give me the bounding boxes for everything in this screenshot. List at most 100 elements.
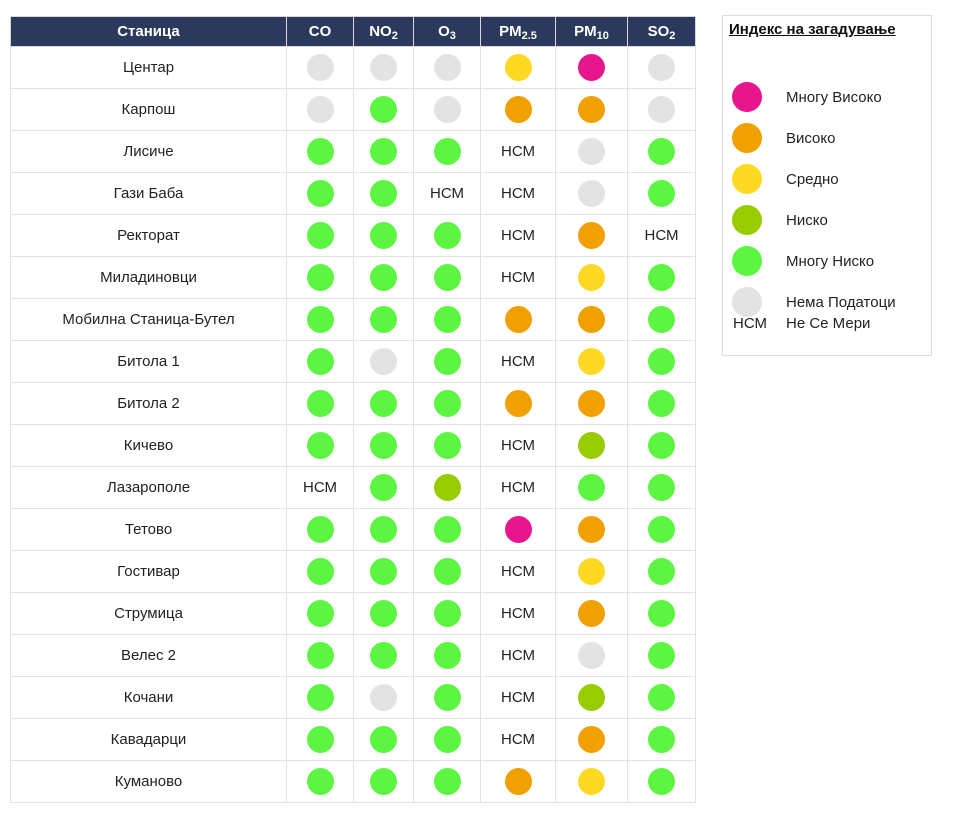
level-vhigh-dot-icon (504, 516, 532, 543)
cell-o3 (413, 256, 481, 299)
header-no2-sub: 2 (391, 30, 398, 42)
header-so2-sub: 2 (669, 30, 676, 42)
level-vlow-dot-icon (306, 180, 334, 207)
cell-o3: НСМ (413, 172, 481, 215)
level-low-dot-icon (433, 474, 461, 501)
table-row: Струмица НСМ (10, 592, 696, 635)
level-high-dot-icon (504, 306, 532, 333)
not-measured-text: НСМ (501, 185, 535, 202)
legend-item-high: Високо (732, 123, 835, 153)
cell-pm25: НСМ (480, 466, 556, 509)
cell-so2 (627, 298, 696, 341)
level-vlow-dot-icon (648, 348, 675, 375)
cell-pm25: НСМ (480, 592, 556, 635)
level-vlow-dot-icon (648, 726, 675, 753)
legend-item-no-data: Нема Податоци (732, 287, 896, 317)
cell-so2 (627, 466, 696, 509)
level-vlow-dot-icon (433, 726, 461, 753)
cell-pm25: НСМ (480, 214, 556, 257)
cell-co (286, 340, 354, 383)
cell-no2 (353, 550, 414, 593)
cell-o3 (413, 298, 481, 341)
legend-item-very-low: Многу Ниско (732, 246, 874, 276)
level-high-dot-icon (578, 306, 605, 333)
cell-pm10 (555, 340, 628, 383)
level-mid-dot-icon (504, 54, 532, 81)
station-name: Кичево (10, 424, 287, 467)
level-mid-dot-icon (578, 558, 605, 585)
level-none-dot-icon (370, 348, 397, 375)
level-none-dot-icon (578, 138, 605, 165)
cell-o3 (413, 508, 481, 551)
table-row: Гази Баба НСМ НСМ (10, 172, 696, 215)
level-none-dot-icon (370, 684, 397, 711)
header-pm25: PM2.5 (480, 16, 556, 47)
table-row: Кичево НСМ (10, 424, 696, 467)
cell-o3 (413, 550, 481, 593)
no-data-dot-icon (732, 287, 762, 317)
pollution-index-legend: Индекс на загадување Многу Високо Високо… (722, 15, 932, 356)
header-pm10-sub: 10 (596, 30, 609, 42)
header-no2: NO2 (353, 16, 414, 47)
level-vlow-dot-icon (648, 768, 675, 795)
not-measured-text: НСМ (501, 647, 535, 664)
header-pm25-sub: 2.5 (521, 30, 537, 42)
cell-pm25: НСМ (480, 256, 556, 299)
level-vlow-dot-icon (370, 474, 397, 501)
cell-o3 (413, 592, 481, 635)
level-vlow-dot-icon (370, 222, 397, 249)
cell-pm25: НСМ (480, 424, 556, 467)
header-pm25-base: PM (499, 23, 522, 40)
cell-pm25 (480, 760, 556, 803)
cell-o3 (413, 424, 481, 467)
cell-pm10 (555, 760, 628, 803)
station-name: Битола 2 (10, 382, 287, 425)
level-vlow-dot-icon (433, 516, 461, 543)
cell-no2 (353, 466, 414, 509)
cell-co (286, 718, 354, 761)
cell-so2 (627, 46, 696, 89)
table-row: Лазарополе НСМ НСМ (10, 466, 696, 509)
not-measured-text: НСМ (501, 731, 535, 748)
cell-pm25 (480, 508, 556, 551)
level-high-dot-icon (504, 96, 532, 123)
header-so2: SO2 (627, 16, 696, 47)
level-vlow-dot-icon (433, 138, 461, 165)
header-o3-sub: 3 (449, 30, 456, 42)
not-measured-text: НСМ (501, 563, 535, 580)
header-so2-base: SO (647, 23, 670, 40)
level-high-dot-icon (578, 726, 605, 753)
low-dot-icon (732, 205, 762, 235)
medium-dot-icon (732, 164, 762, 194)
level-vlow-dot-icon (433, 264, 461, 291)
header-o3-base: O (438, 23, 450, 40)
cell-pm25 (480, 298, 556, 341)
level-vlow-dot-icon (306, 768, 334, 795)
level-vlow-dot-icon (306, 558, 334, 585)
cell-co (286, 214, 354, 257)
cell-so2 (627, 88, 696, 131)
cell-co (286, 592, 354, 635)
level-vlow-dot-icon (648, 180, 675, 207)
station-name: Велес 2 (10, 634, 287, 677)
cell-no2 (353, 256, 414, 299)
level-none-dot-icon (648, 54, 675, 81)
nsm-symbol: НСМ (733, 314, 767, 332)
level-vlow-dot-icon (648, 306, 675, 333)
cell-no2 (353, 130, 414, 173)
level-none-dot-icon (370, 54, 397, 81)
not-measured-text: НСМ (501, 143, 535, 160)
level-vlow-dot-icon (370, 264, 397, 291)
level-vlow-dot-icon (370, 138, 397, 165)
very-low-dot-icon (732, 246, 762, 276)
cell-pm10 (555, 466, 628, 509)
legend-label: Нема Податоци (786, 293, 896, 311)
level-vlow-dot-icon (648, 642, 675, 669)
level-vlow-dot-icon (433, 558, 461, 585)
level-vlow-dot-icon (578, 474, 605, 501)
not-measured-text: НСМ (501, 437, 535, 454)
table-row: Битола 2 (10, 382, 696, 425)
cell-o3 (413, 466, 481, 509)
header-pm10-base: PM (574, 23, 597, 40)
table-row: Ректорат НСМ НСМ (10, 214, 696, 257)
